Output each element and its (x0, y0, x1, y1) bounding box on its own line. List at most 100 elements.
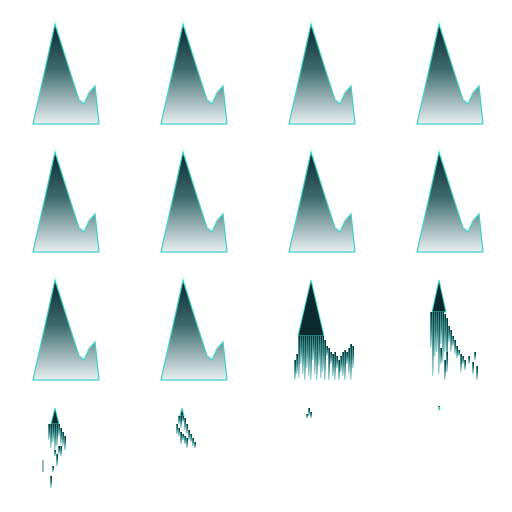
crumble-pixel-edge (318, 336, 319, 366)
crumble-pixel-edge (446, 318, 447, 368)
crumble-pixel-edge (324, 340, 325, 380)
sprite-frame (0, 128, 128, 256)
mountain-shape (32, 21, 100, 125)
mountain-shape (288, 149, 356, 253)
crumble-pixel-edge (346, 352, 347, 364)
crumble-pixel-edge (182, 416, 183, 422)
crumble-pixel-edge (464, 360, 465, 370)
crumble-pixel-edge (52, 466, 53, 472)
sprite-frame (128, 384, 256, 512)
crumble-pixel-edge (320, 336, 321, 378)
crumble-pixel-edge (300, 336, 301, 364)
mountain-sprite (32, 149, 100, 253)
crumble-pixel-edge (184, 418, 185, 430)
mountain-sprite (32, 277, 100, 381)
mountain-sprite (416, 21, 484, 125)
sprite-frame (384, 256, 512, 384)
crumble-pixel-edge (58, 446, 59, 454)
crumble-pixel-edge (336, 356, 337, 368)
sprite-frame (128, 128, 256, 256)
crumble-pixel-edge (352, 346, 353, 368)
mountain-sprite (306, 408, 312, 418)
crumble-pixel-edge (332, 354, 333, 376)
mountain-sprite (176, 407, 196, 448)
crumble-pixel-edge (438, 406, 439, 408)
crumble-pixel-edge (458, 350, 459, 356)
crumble-pixel-edge (182, 434, 183, 440)
crumble-pixel-edge (306, 414, 307, 418)
mountain-shape (160, 277, 228, 381)
crumble-pixel-edge (434, 312, 435, 356)
mountain-peak-fragment (179, 407, 185, 417)
crumble-pixel-edge (180, 432, 181, 444)
crumble-pixel-edge (60, 428, 61, 444)
crumble-pixel-edge (194, 442, 195, 448)
mountain-sprite (416, 149, 484, 253)
mountain-shape (160, 149, 228, 253)
crumble-pixel-edge (294, 360, 295, 380)
sprite-frame (256, 256, 384, 384)
crumble-pixel-edge (54, 450, 55, 456)
sprite-frame (0, 0, 128, 128)
mountain-sprite (160, 277, 228, 381)
crumble-pixel-edge (56, 424, 57, 446)
crumble-pixel-edge (444, 360, 445, 380)
mountain-shape (416, 149, 484, 253)
crumble-pixel-edge (310, 336, 311, 380)
crumble-pixel-edge (48, 424, 49, 440)
mountain-sprite (430, 279, 478, 380)
crumble-pixel-edge (430, 312, 431, 348)
crumble-pixel-edge (342, 352, 343, 376)
crumble-pixel-edge (460, 354, 461, 372)
crumble-pixel-edge (436, 312, 437, 352)
crumble-pixel-edge (178, 416, 179, 424)
crumble-pixel-edge (338, 360, 339, 380)
sprite-frame (384, 128, 512, 256)
sprite-frame (384, 384, 512, 512)
mountain-sprite (294, 279, 354, 380)
mountain-sprite (160, 21, 228, 125)
mountain-shape (160, 21, 228, 125)
crumble-pixel-edge (314, 336, 315, 374)
crumble-pixel-edge (298, 336, 299, 378)
crumble-pixel-edge (348, 348, 349, 374)
mountain-peak-fragment (297, 279, 325, 337)
sprite-frame (384, 0, 512, 128)
crumble-pixel-edge (176, 424, 177, 434)
crumble-pixel-edge (312, 336, 313, 360)
crumble-pixel-edge (334, 352, 335, 380)
crumble-pixel-edge (308, 336, 309, 376)
mountain-sprite (32, 21, 100, 125)
mountain-sprite (438, 406, 440, 410)
crumble-pixel-edge (64, 436, 65, 450)
final-speck (438, 408, 440, 410)
crumble-pixel-edge (472, 362, 473, 374)
crumble-pixel-edge (60, 446, 61, 456)
crumble-pixel-edge (440, 348, 441, 364)
sprite-frame (256, 384, 384, 512)
crumble-pixel-edge (190, 434, 191, 442)
crumble-pixel-edge (452, 336, 453, 346)
sprite-frame (128, 256, 256, 384)
mountain-sprite (160, 149, 228, 253)
crumble-pixel-edge (306, 336, 307, 368)
crumble-pixel-edge (186, 438, 187, 448)
crumble-pixel-edge (450, 330, 451, 352)
crumble-pixel-edge (192, 438, 193, 446)
crumble-pixel-edge (444, 314, 445, 352)
crumble-pixel-edge (50, 424, 51, 448)
crumble-pixel-edge (56, 454, 57, 466)
crumble-pixel-edge (58, 424, 59, 436)
crumble-pixel-edge (322, 336, 323, 372)
crumble-pixel-edge (304, 336, 305, 380)
crumble-pixel-edge (184, 436, 185, 444)
crumble-pixel-edge (462, 356, 463, 364)
mountain-shape (32, 149, 100, 253)
crumble-pixel-edge (52, 424, 53, 442)
crumble-pixel-edge (62, 432, 63, 446)
crumble-pixel-edge (328, 348, 329, 380)
crumble-pixel-edge (326, 346, 327, 356)
mountain-shape (416, 21, 484, 125)
mountain-peak-fragment (50, 407, 60, 425)
crumble-pixel-edge (188, 430, 189, 440)
